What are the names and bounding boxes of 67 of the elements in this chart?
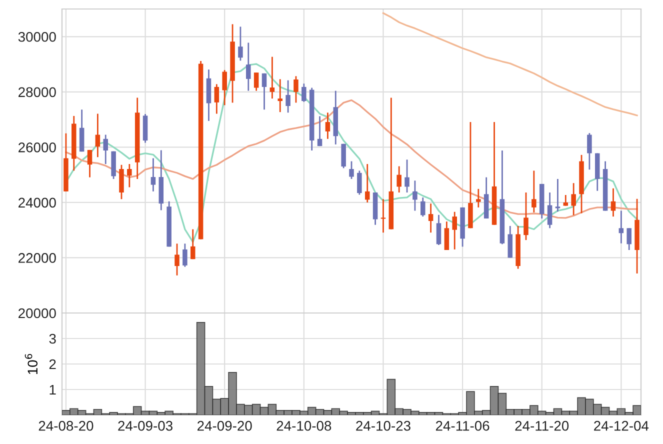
candlestick bbox=[325, 112, 330, 140]
candlestick bbox=[547, 192, 552, 229]
candlestick bbox=[174, 242, 180, 276]
y-tick-label: 30000 bbox=[18, 32, 56, 42]
y-tick-label: 3 bbox=[49, 334, 56, 344]
candlestick bbox=[190, 228, 196, 260]
candlestick bbox=[182, 242, 188, 268]
x-tick-label: 24-11-06 bbox=[436, 420, 490, 431]
candlestick bbox=[254, 72, 259, 92]
candlestick bbox=[452, 211, 457, 250]
candlestick bbox=[508, 225, 513, 258]
candlestick bbox=[278, 78, 282, 113]
x-tick-label: 24-09-03 bbox=[118, 420, 172, 431]
x-tick-label: 24-12-04 bbox=[594, 420, 649, 431]
candlestick bbox=[302, 82, 306, 103]
candlestick bbox=[294, 75, 298, 104]
candlestick bbox=[103, 134, 108, 165]
candlestick bbox=[444, 220, 450, 251]
candlestick bbox=[412, 180, 418, 212]
candlestick bbox=[214, 83, 220, 114]
candlestick bbox=[571, 182, 576, 216]
candlestick bbox=[127, 163, 132, 188]
y-tick-label: 20000 bbox=[18, 308, 56, 318]
y-tick-label: 2 bbox=[49, 359, 56, 370]
candlestick bbox=[420, 196, 426, 218]
y-tick-label: 28000 bbox=[18, 87, 56, 98]
x-tick-label: 24-09-20 bbox=[198, 420, 252, 431]
candlestick bbox=[286, 80, 290, 114]
x-tick-label: 24-10-08 bbox=[276, 420, 332, 431]
candlestick bbox=[524, 192, 528, 241]
candlestick bbox=[626, 227, 632, 251]
candlestick bbox=[262, 72, 267, 110]
candlestick bbox=[87, 149, 92, 178]
x-tick-label: 24-10-23 bbox=[356, 420, 410, 431]
candlestick bbox=[555, 178, 560, 212]
candlestick bbox=[396, 166, 402, 194]
candlestick bbox=[349, 160, 354, 180]
candlestick bbox=[95, 113, 100, 158]
line-series bbox=[382, 12, 638, 116]
candlestick bbox=[618, 210, 624, 244]
candlestick bbox=[587, 132, 592, 170]
candlestick bbox=[246, 42, 251, 92]
candlestick bbox=[610, 188, 616, 218]
y-tick-label: 26000 bbox=[18, 142, 56, 152]
y-tick-label: 24000 bbox=[18, 198, 56, 208]
candlestick bbox=[436, 214, 442, 246]
candlestick bbox=[380, 198, 386, 234]
candlestick bbox=[119, 164, 124, 200]
candlestick bbox=[357, 170, 362, 196]
candlestick bbox=[364, 163, 370, 204]
candlestick bbox=[341, 143, 346, 169]
candlestick bbox=[270, 56, 275, 100]
candlestick bbox=[532, 170, 536, 214]
y-axis-title: 10$^{6}$ bbox=[24, 354, 38, 374]
x-tick-label: 24-11-20 bbox=[515, 420, 569, 431]
candlestick bbox=[428, 202, 434, 234]
candlestick bbox=[222, 69, 227, 106]
x-tick-label: 24-08-20 bbox=[38, 420, 94, 431]
candlestick bbox=[150, 158, 156, 192]
candlestick bbox=[404, 158, 410, 194]
candlestick bbox=[476, 188, 481, 208]
candlestick bbox=[563, 194, 568, 206]
y-tick-label: 1 bbox=[50, 384, 56, 395]
candlestick bbox=[238, 26, 243, 62]
candlestick bbox=[79, 108, 84, 152]
candlestick bbox=[317, 116, 322, 147]
y-tick-label: 22000 bbox=[18, 253, 56, 263]
